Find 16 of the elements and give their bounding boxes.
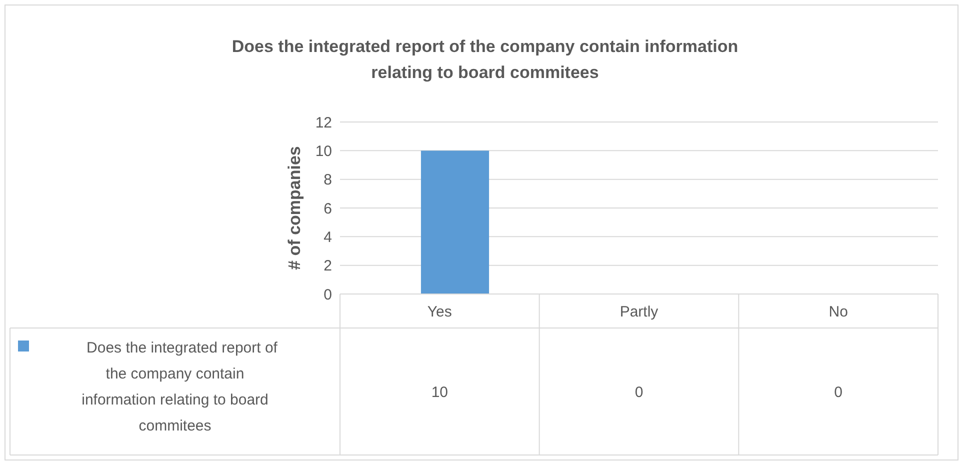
y-tick-label: 8 [324, 172, 332, 189]
x-tick-label: Yes [427, 303, 452, 320]
x-tick-label: No [828, 303, 848, 320]
data-label: 0 [834, 384, 843, 401]
x-tick-label: Partly [620, 303, 659, 320]
y-tick-label: 12 [315, 114, 332, 132]
y-tick-label: 10 [315, 142, 332, 160]
data-label: 0 [634, 384, 644, 401]
chart-title: Does the integrated report of the company contain information relating to board commitees [232, 37, 738, 82]
y-axis-title: # of companies [285, 146, 304, 270]
y-tick-label: 6 [324, 200, 332, 218]
y-tick-label: 0 [324, 286, 332, 304]
data-label: 10 [431, 384, 448, 401]
y-tick-label: 2 [324, 258, 332, 275]
y-tick-label: 4 [324, 228, 332, 246]
text: Does the integrated report of the company contain information relating to board commitees [82, 340, 278, 434]
